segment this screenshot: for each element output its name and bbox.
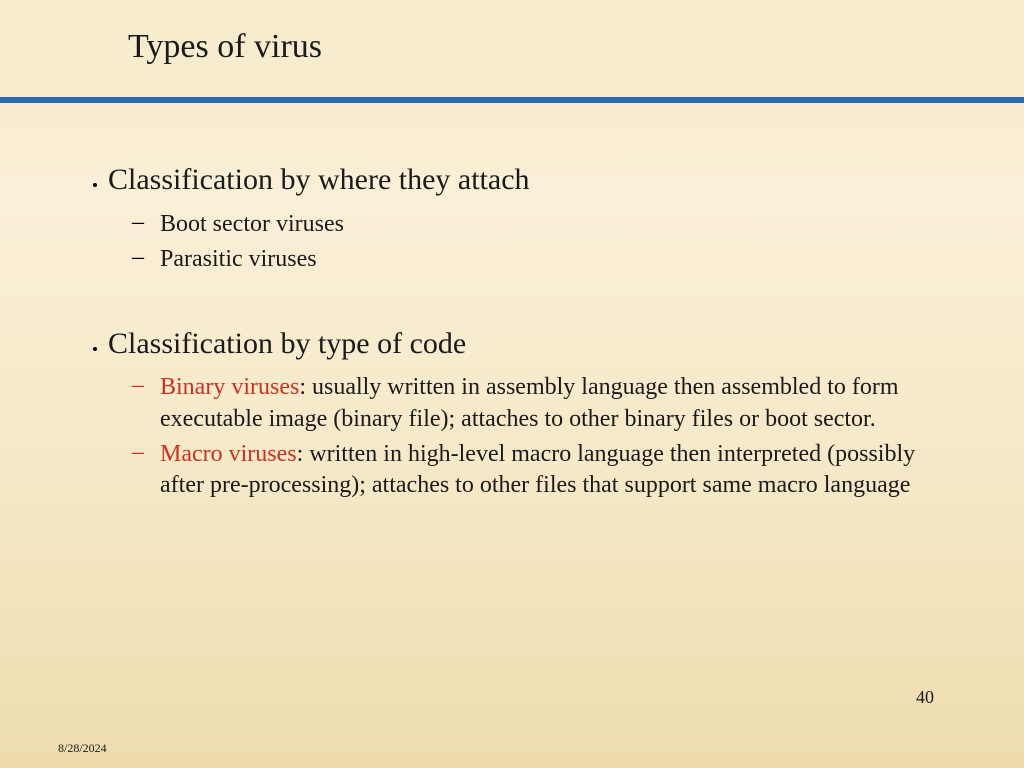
sub-item-2-2-highlight: Macro viruses	[160, 441, 297, 467]
main-item-1-text: Classification by where they attach	[108, 163, 530, 196]
sub-list-2: Binary viruses: usually written in assem…	[132, 372, 954, 501]
sub-item-1-1-text: Boot sector viruses	[160, 211, 344, 237]
title-area: Types of virus	[0, 0, 1024, 95]
sub-item-1-2-text: Parasitic viruses	[160, 246, 317, 272]
sub-item-1-1: Boot sector viruses	[132, 209, 954, 240]
sub-item-2-2-text: Macro viruses: written in high-level mac…	[160, 441, 915, 498]
slide-content: Classification by where they attach Boot…	[0, 103, 1024, 501]
main-bullet-list: Classification by where they attach Boot…	[80, 161, 954, 501]
sub-item-2-1-text: Binary viruses: usually written in assem…	[160, 374, 899, 431]
page-number: 40	[916, 687, 934, 708]
main-item-1: Classification by where they attach Boot…	[108, 161, 954, 275]
slide-date: 8/28/2024	[58, 741, 107, 756]
slide-title: Types of virus	[128, 28, 1024, 66]
sub-list-1: Boot sector viruses Parasitic viruses	[132, 209, 954, 275]
sub-item-2-1-highlight: Binary viruses	[160, 374, 299, 400]
sub-item-2-1: Binary viruses: usually written in assem…	[132, 372, 954, 434]
main-item-2-text: Classification by type of code	[108, 327, 466, 360]
sub-item-2-2: Macro viruses: written in high-level mac…	[132, 439, 954, 501]
main-item-2: Classification by type of code Binary vi…	[108, 325, 954, 501]
sub-item-1-2: Parasitic viruses	[132, 244, 954, 275]
